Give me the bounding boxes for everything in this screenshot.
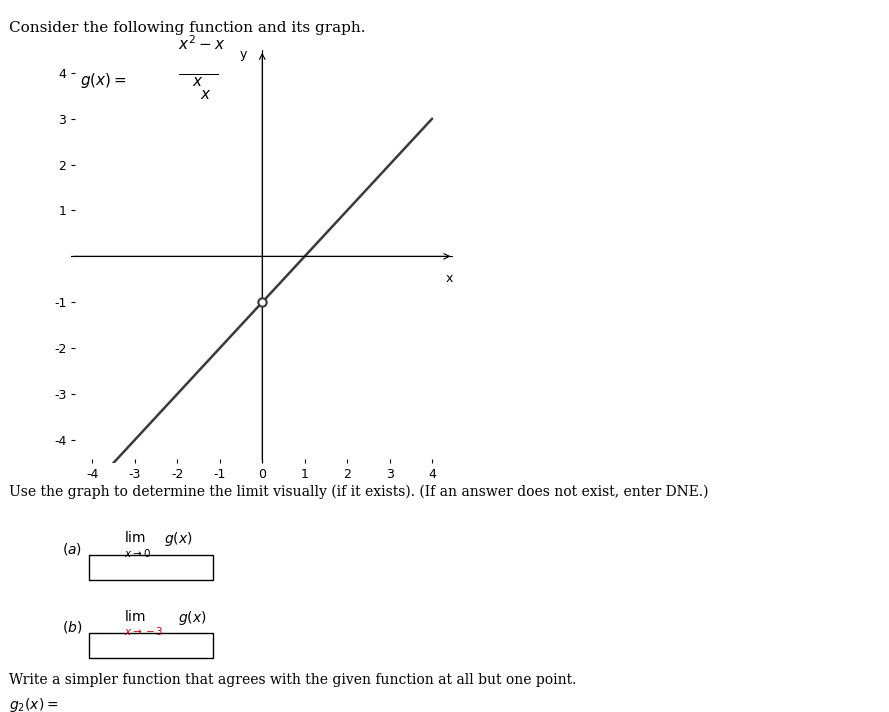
Text: $\lim$: $\lim$: [124, 530, 147, 545]
Text: x: x: [445, 273, 453, 286]
Text: Use the graph to determine the limit visually (if it exists). (If an answer does: Use the graph to determine the limit vis…: [9, 484, 709, 498]
Text: $\overline{\quad x \quad}$: $\overline{\quad x \quad}$: [178, 73, 219, 90]
Text: $g(x) = $: $g(x) = $: [80, 71, 127, 90]
Text: $x \rightarrow 0$: $x \rightarrow 0$: [124, 547, 151, 559]
Text: $(a)$: $(a)$: [62, 541, 83, 557]
Text: $x$: $x$: [200, 88, 212, 103]
Text: $g(x)$: $g(x)$: [164, 530, 193, 548]
Text: $x \rightarrow -3$: $x \rightarrow -3$: [124, 625, 164, 637]
Text: y: y: [240, 48, 247, 61]
Text: $g(x)$: $g(x)$: [178, 609, 206, 627]
Text: Consider the following function and its graph.: Consider the following function and its …: [9, 21, 365, 36]
Text: $(b)$: $(b)$: [62, 619, 83, 635]
Text: $x^2 - x$: $x^2 - x$: [178, 35, 225, 53]
Text: $\lim$: $\lim$: [124, 609, 147, 624]
Text: Write a simpler function that agrees with the given function at all but one poin: Write a simpler function that agrees wit…: [9, 673, 576, 687]
Text: $g_2(x) = $: $g_2(x) = $: [9, 696, 58, 712]
